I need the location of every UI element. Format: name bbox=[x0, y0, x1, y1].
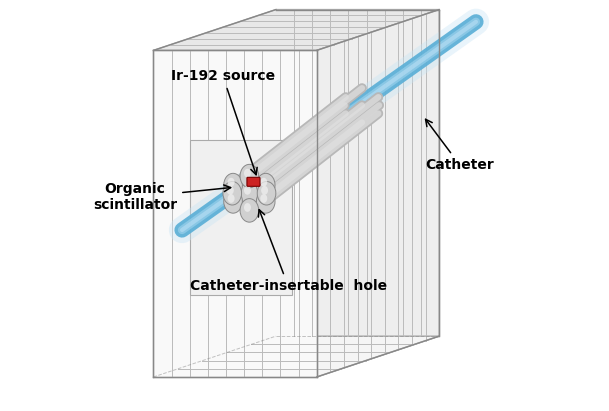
Text: Organic
scintillator: Organic scintillator bbox=[93, 182, 231, 212]
Polygon shape bbox=[276, 9, 439, 336]
Ellipse shape bbox=[228, 178, 234, 187]
Ellipse shape bbox=[261, 186, 268, 195]
Polygon shape bbox=[190, 140, 292, 296]
Ellipse shape bbox=[224, 173, 242, 197]
Ellipse shape bbox=[260, 194, 267, 203]
Ellipse shape bbox=[240, 164, 259, 188]
Ellipse shape bbox=[244, 203, 251, 212]
Text: Ir-192 source: Ir-192 source bbox=[171, 69, 275, 175]
Ellipse shape bbox=[240, 199, 259, 222]
Polygon shape bbox=[317, 9, 439, 377]
Ellipse shape bbox=[244, 169, 251, 178]
Ellipse shape bbox=[224, 189, 242, 213]
Polygon shape bbox=[153, 336, 439, 377]
Ellipse shape bbox=[260, 178, 267, 187]
Ellipse shape bbox=[244, 186, 251, 195]
Text: Catheter-insertable  hole: Catheter-insertable hole bbox=[189, 210, 387, 293]
Ellipse shape bbox=[228, 194, 234, 203]
Ellipse shape bbox=[240, 182, 259, 205]
Ellipse shape bbox=[256, 173, 275, 197]
Text: Catheter: Catheter bbox=[425, 119, 494, 172]
Polygon shape bbox=[153, 51, 317, 377]
Polygon shape bbox=[153, 9, 439, 51]
Ellipse shape bbox=[227, 186, 234, 195]
FancyBboxPatch shape bbox=[247, 177, 260, 186]
Ellipse shape bbox=[223, 182, 242, 205]
Ellipse shape bbox=[257, 182, 276, 205]
Ellipse shape bbox=[256, 189, 275, 213]
